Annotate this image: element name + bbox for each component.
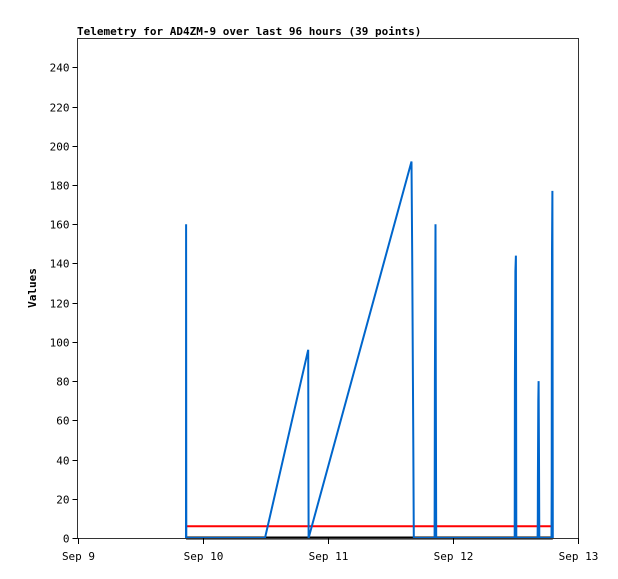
chart-title: Telemetry for AD4ZM-9 over last 96 hours… bbox=[77, 25, 421, 38]
y-tick-label: 0 bbox=[63, 533, 70, 546]
y-tick-label: 120 bbox=[50, 298, 70, 311]
y-tick-label: 180 bbox=[50, 180, 70, 193]
y-tick-label: 100 bbox=[50, 337, 70, 350]
y-tick-label: 200 bbox=[50, 141, 70, 154]
y-tick-label: 20 bbox=[56, 494, 69, 507]
x-tick-label: Sep 10 bbox=[184, 550, 224, 563]
y-tick-label: 80 bbox=[56, 376, 69, 389]
series-layer bbox=[185, 161, 554, 540]
x-tick-label: Sep 12 bbox=[434, 550, 474, 563]
y-tick-label: 160 bbox=[50, 219, 70, 232]
y-tick-label: 140 bbox=[50, 258, 70, 271]
y-tick-label: 60 bbox=[56, 415, 69, 428]
y-tick-label: 40 bbox=[56, 455, 69, 468]
y-axis: 0 20 40 60 80 100 120 140 160 180 200 220 240 bbox=[50, 62, 78, 546]
x-tick-label: Sep 13 bbox=[559, 550, 599, 563]
series-line-2 bbox=[185, 161, 554, 539]
x-tick-label: Sep 9 bbox=[62, 550, 95, 563]
y-axis-label: Values bbox=[26, 268, 39, 308]
x-axis: Sep 9 Sep 10 Sep 11 Sep 12 Sep 13 bbox=[62, 538, 598, 563]
y-tick-label: 240 bbox=[50, 62, 70, 75]
y-tick-label: 220 bbox=[50, 102, 70, 115]
x-tick-label: Sep 11 bbox=[309, 550, 349, 563]
